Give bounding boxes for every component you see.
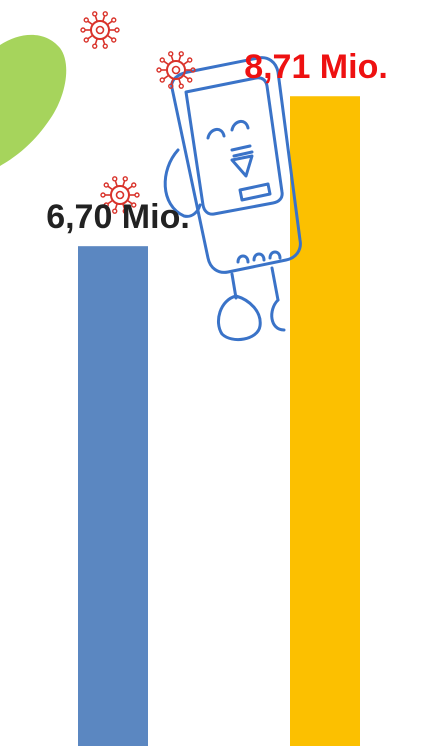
virus-icon (156, 51, 196, 89)
virus-icon (80, 11, 120, 49)
smartphone-mascot-icon (163, 56, 302, 342)
bar-6-70 (78, 246, 148, 746)
data-label-bar-8-71: 8,71 Mio. (244, 48, 388, 86)
green-blob-shape (0, 34, 67, 166)
data-label-bar-6-70: 6,70 Mio. (46, 198, 190, 236)
bar-8-71 (290, 96, 360, 746)
virus-icon (100, 176, 140, 214)
